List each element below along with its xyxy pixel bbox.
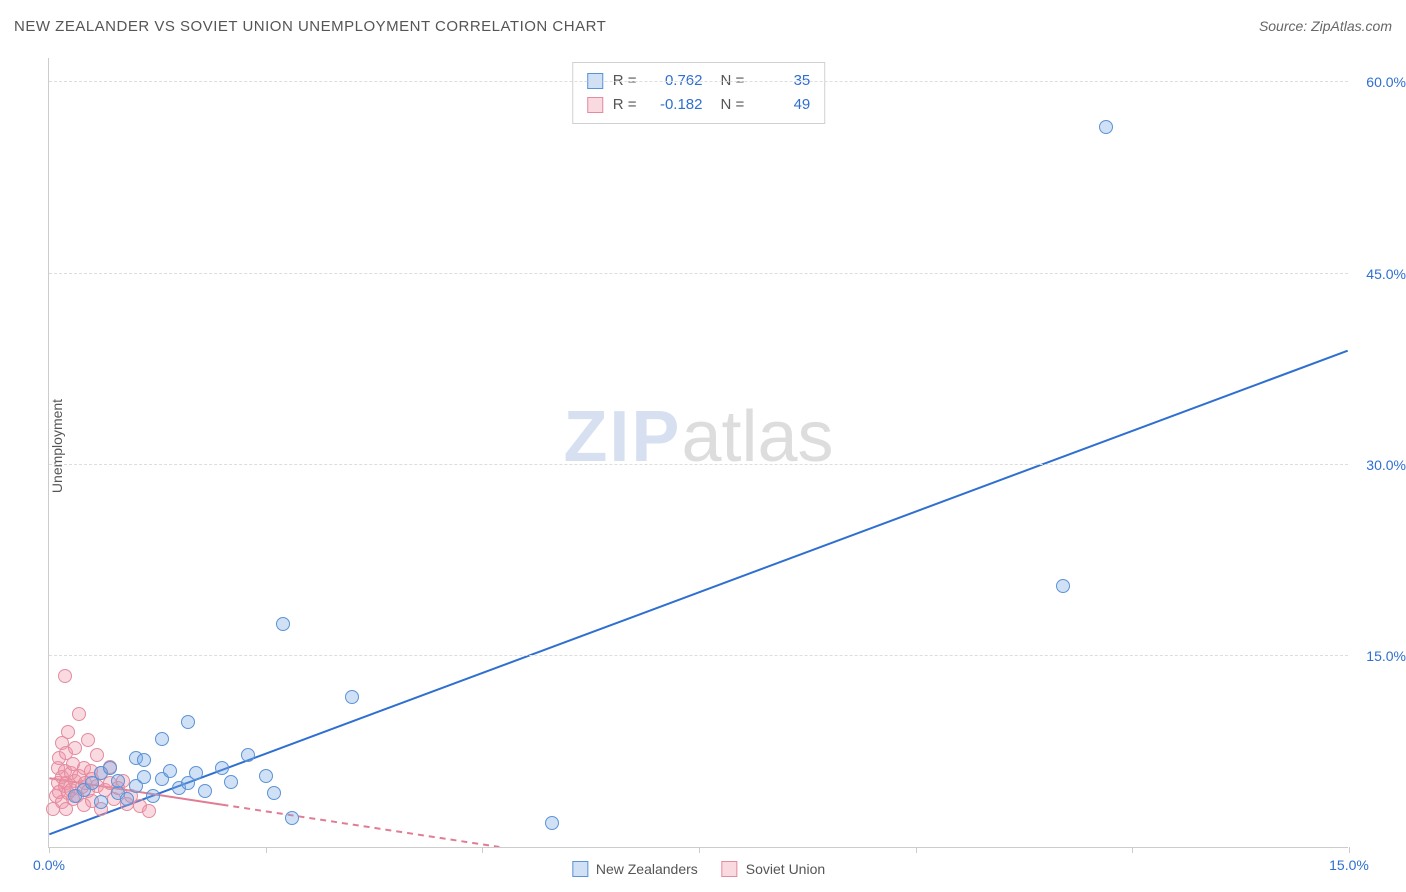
point-blue (215, 761, 229, 775)
point-blue (163, 764, 177, 778)
point-blue (1099, 120, 1113, 134)
r-value-pink: -0.182 (647, 93, 703, 117)
legend-label-pink: Soviet Union (746, 861, 825, 877)
swatch-pink (587, 97, 603, 113)
point-pink (61, 725, 75, 739)
point-blue (120, 792, 134, 806)
legend-item-pink: Soviet Union (722, 861, 825, 877)
source-attribution: Source: ZipAtlas.com (1259, 18, 1392, 34)
point-blue (137, 753, 151, 767)
chart-title: NEW ZEALANDER VS SOVIET UNION UNEMPLOYME… (14, 18, 606, 35)
point-pink (72, 707, 86, 721)
xtick (699, 847, 700, 853)
trend-line (49, 351, 1347, 835)
point-blue (545, 816, 559, 830)
trend-lines-layer (49, 58, 1348, 847)
xtick (916, 847, 917, 853)
legend-swatch-blue (572, 861, 588, 877)
xtick (1132, 847, 1133, 853)
r-label: R = (613, 93, 637, 117)
point-blue (259, 769, 273, 783)
ytick-label: 45.0% (1354, 266, 1406, 282)
xtick (49, 847, 50, 853)
point-blue (189, 766, 203, 780)
point-blue (241, 748, 255, 762)
point-blue (345, 690, 359, 704)
point-blue (103, 761, 117, 775)
point-pink (142, 804, 156, 818)
xtick-label-right: 15.0% (1329, 857, 1369, 873)
point-blue (276, 617, 290, 631)
n-label: N = (721, 93, 745, 117)
ytick-label: 15.0% (1354, 648, 1406, 664)
ytick-label: 60.0% (1354, 74, 1406, 90)
xtick (266, 847, 267, 853)
point-blue (198, 784, 212, 798)
point-blue (111, 774, 125, 788)
point-blue (155, 732, 169, 746)
source-prefix: Source: (1259, 18, 1311, 34)
stats-row-pink: R = -0.182 N = 49 (587, 93, 811, 117)
point-blue (224, 775, 238, 789)
point-blue (94, 795, 108, 809)
source-name: ZipAtlas.com (1311, 18, 1392, 34)
legend-label-blue: New Zealanders (596, 861, 698, 877)
point-blue (1056, 579, 1070, 593)
trend-line (222, 805, 499, 847)
watermark: ZIPatlas (563, 396, 833, 478)
xtick (482, 847, 483, 853)
point-pink (58, 669, 72, 683)
legend-swatch-pink (722, 861, 738, 877)
point-blue (285, 811, 299, 825)
point-pink (68, 741, 82, 755)
point-pink (90, 748, 104, 762)
point-blue (146, 789, 160, 803)
gridline (49, 464, 1348, 465)
ytick-label: 30.0% (1354, 457, 1406, 473)
chart-header: NEW ZEALANDER VS SOVIET UNION UNEMPLOYME… (14, 18, 1392, 48)
xtick-label-left: 0.0% (33, 857, 65, 873)
gridline (49, 273, 1348, 274)
point-blue (137, 770, 151, 784)
correlation-stats-box: R = 0.762 N = 35 R = -0.182 N = 49 (572, 62, 826, 124)
gridline (49, 655, 1348, 656)
point-blue (181, 715, 195, 729)
scatter-plot: ZIPatlas R = 0.762 N = 35 R = -0.182 N =… (48, 58, 1348, 848)
n-value-pink: 49 (754, 93, 810, 117)
gridline (49, 81, 1348, 82)
chart-legend: New Zealanders Soviet Union (572, 861, 825, 877)
point-pink (81, 733, 95, 747)
point-blue (267, 786, 281, 800)
legend-item-blue: New Zealanders (572, 861, 698, 877)
xtick (1349, 847, 1350, 853)
